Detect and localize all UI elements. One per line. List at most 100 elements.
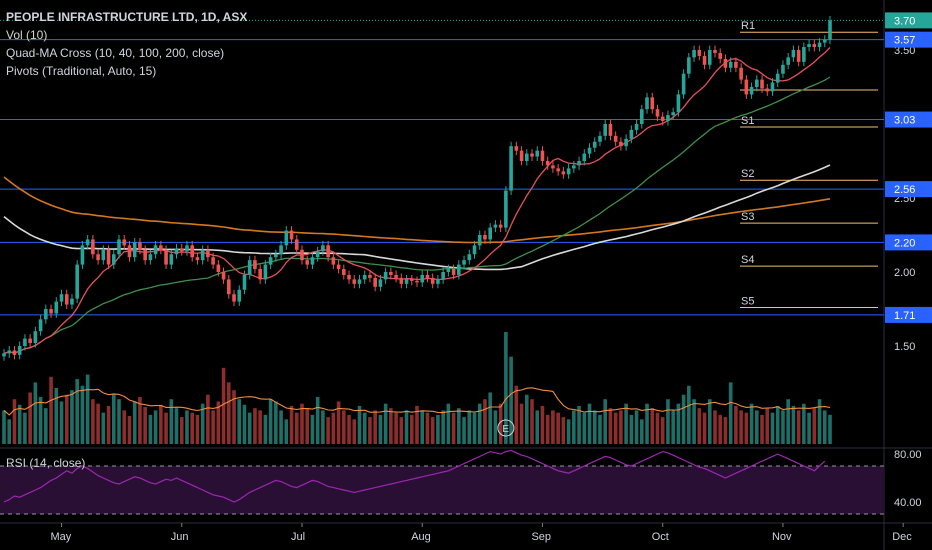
volume-bar xyxy=(744,412,749,444)
candle xyxy=(373,277,377,287)
volume-bar xyxy=(467,410,472,444)
volume-bar xyxy=(676,403,681,444)
y-tick-label: 1.50 xyxy=(894,341,915,353)
candle xyxy=(221,272,226,280)
volume-bar xyxy=(122,410,127,444)
volume-bar xyxy=(498,403,503,444)
volume-bar xyxy=(49,376,53,444)
volume-bar xyxy=(80,385,85,444)
volume-bar xyxy=(629,414,634,444)
candle xyxy=(613,135,618,142)
candles xyxy=(2,15,832,361)
volume-bar xyxy=(692,399,696,444)
candle xyxy=(718,52,723,59)
legend-rsi: RSI (14, close) xyxy=(6,456,86,470)
volume-bar xyxy=(734,405,738,444)
candle xyxy=(232,294,236,302)
volume-bar xyxy=(326,417,330,444)
candle xyxy=(530,153,534,157)
volume-bar xyxy=(111,393,116,444)
earnings-marker xyxy=(497,419,515,437)
candle xyxy=(242,274,247,290)
candle xyxy=(707,50,712,65)
candle xyxy=(159,245,163,250)
volume-bar xyxy=(200,403,205,444)
candle xyxy=(467,254,472,261)
x-tick-label: Jul xyxy=(291,531,305,543)
candle xyxy=(300,249,304,261)
candle xyxy=(420,274,425,283)
volume-bar xyxy=(23,412,27,444)
candle xyxy=(263,264,268,280)
volume-bar xyxy=(64,394,69,444)
candle xyxy=(174,248,179,255)
volume-bar xyxy=(765,408,770,444)
volume-bar xyxy=(561,417,566,444)
candle xyxy=(671,112,675,116)
volume-bar xyxy=(206,394,210,444)
candle xyxy=(477,235,482,246)
candle xyxy=(446,269,451,272)
volume-bar xyxy=(551,410,555,444)
candle xyxy=(352,279,357,284)
volume-bar xyxy=(760,414,764,444)
candle xyxy=(734,61,738,68)
candle xyxy=(561,171,566,175)
candle xyxy=(179,248,184,252)
candle xyxy=(70,298,74,305)
volume-bar xyxy=(179,417,184,444)
volume-bar xyxy=(28,392,32,444)
volume-bar xyxy=(477,403,482,444)
volume-bar xyxy=(399,417,404,444)
candle xyxy=(781,64,785,74)
candle xyxy=(44,309,48,320)
candle xyxy=(639,109,644,124)
volume-bar xyxy=(75,379,79,444)
price-label: 2.20 xyxy=(894,237,915,249)
volume-bar xyxy=(268,399,273,444)
candle xyxy=(305,260,310,265)
volume-bar xyxy=(556,412,560,444)
price-axis xyxy=(884,0,932,550)
price-label-box xyxy=(885,306,932,323)
volume-bar xyxy=(138,396,142,444)
candle xyxy=(430,277,435,284)
volume-bar xyxy=(321,410,325,444)
candle xyxy=(101,249,106,261)
volume-bar xyxy=(106,405,111,444)
candle xyxy=(765,88,770,92)
x-tick-label: Oct xyxy=(652,531,669,543)
volume-bar xyxy=(284,419,289,444)
price-label-box xyxy=(885,234,932,251)
rsi-tick-label: 80.00 xyxy=(894,449,922,461)
price-label-box xyxy=(885,181,932,198)
volume-bar xyxy=(305,408,310,444)
candle xyxy=(91,239,95,255)
volume-bar xyxy=(190,412,195,444)
volume-bar xyxy=(582,412,587,444)
volume-ma-line xyxy=(3,387,831,416)
volume-bar xyxy=(174,408,179,444)
volume-bar xyxy=(650,408,655,444)
candle xyxy=(755,79,759,87)
volume-bar xyxy=(828,414,832,444)
volume-bar xyxy=(524,394,529,444)
volume-bar xyxy=(185,410,189,444)
volume-bar xyxy=(749,403,754,444)
x-tick-label: Nov xyxy=(772,531,792,543)
volume-bar xyxy=(812,408,817,444)
volume-bar xyxy=(143,407,147,444)
x-tick-label: Dec xyxy=(892,531,912,543)
candle xyxy=(493,224,498,228)
candle xyxy=(645,97,649,110)
volume-bar xyxy=(96,403,100,444)
volume-bar xyxy=(373,410,377,444)
volume-bar xyxy=(247,412,252,444)
volume-bar xyxy=(232,390,236,444)
volume-bar xyxy=(436,414,440,444)
candle xyxy=(80,245,85,265)
candle xyxy=(509,146,513,191)
candle xyxy=(749,87,754,95)
candle xyxy=(441,272,445,280)
